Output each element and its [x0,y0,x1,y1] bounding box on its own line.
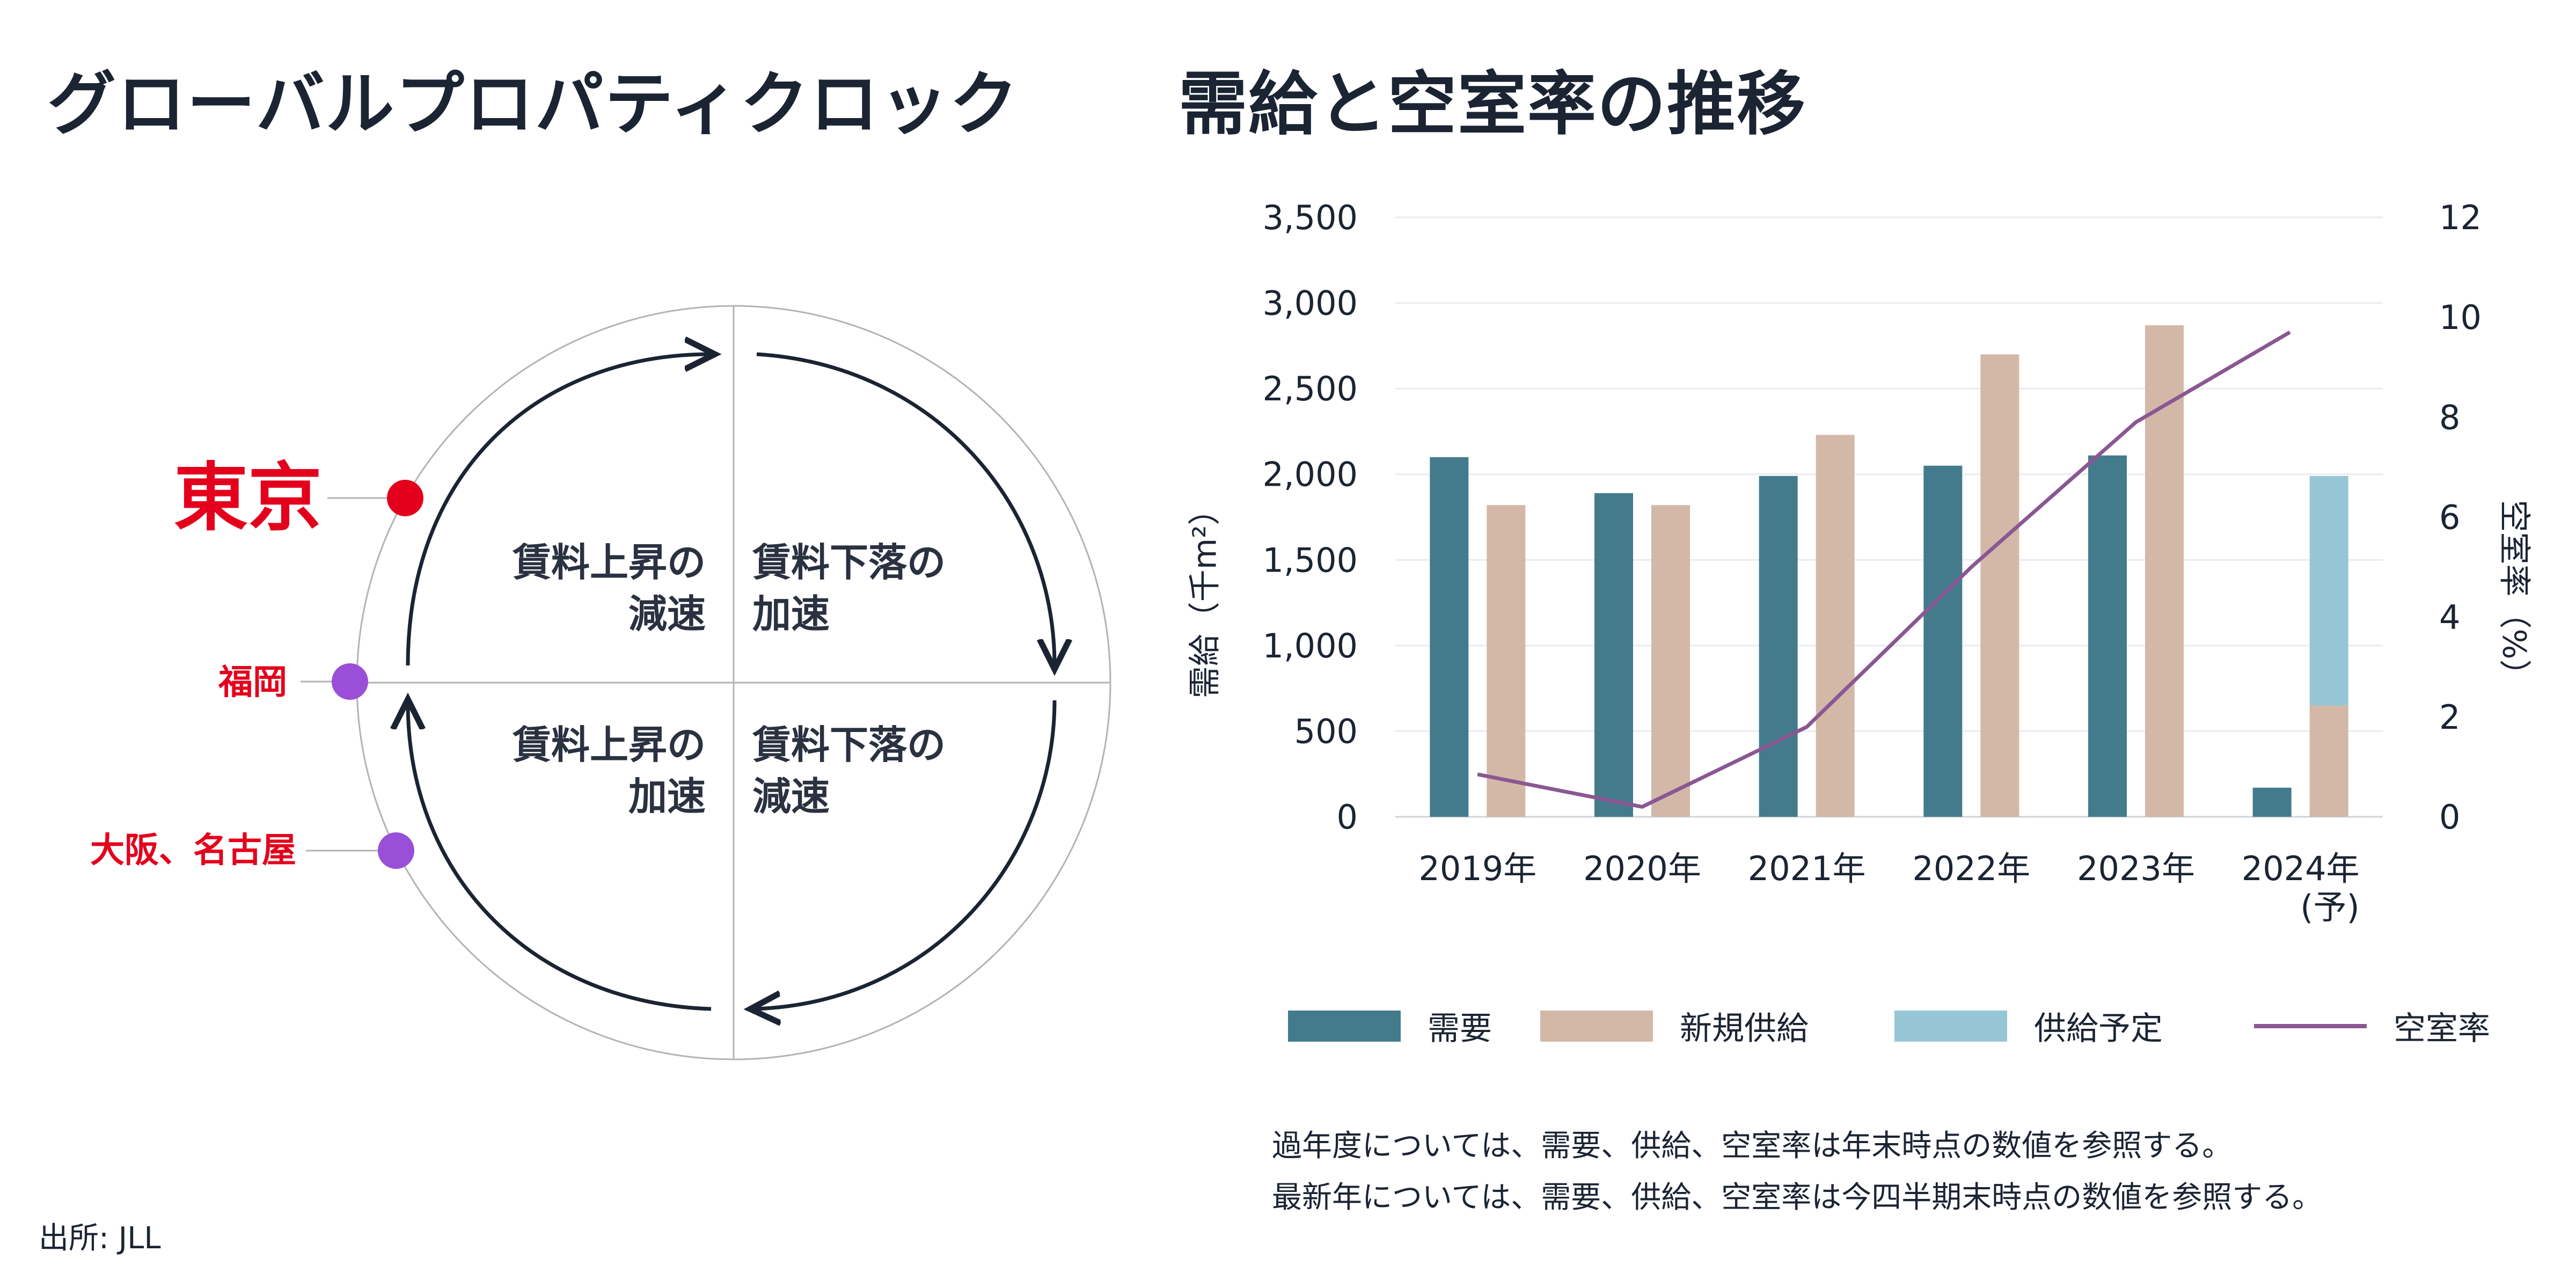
legend-label-demand: 需要 [1428,1010,1492,1048]
x-tick-label: (予) [2300,888,2359,927]
bar-demand [1594,493,1633,817]
vacancy-rate-point [1806,726,1807,728]
bar-demand [2252,787,2292,817]
bar-demand [1430,457,1469,817]
y2-tick-label: 10 [2439,298,2482,337]
y-tick-label: 2,000 [1263,455,1358,494]
city-dot-osaka-nagoya [378,832,414,869]
x-tick-label: 2020年 [1583,849,1701,888]
vacancy-rate-point [2135,421,2136,423]
bar-new-supply [2309,705,2348,817]
clock-arrow-top-right [756,352,1055,665]
quadrant-top-left-line2: 減速 [628,591,706,636]
y-tick-label: 1,500 [1263,540,1358,580]
x-tick-label: 2024年 [2242,849,2360,888]
y2-tick-label: 4 [2439,598,2460,637]
legend-label-vacancy: 空室率 [2394,1010,2490,1048]
y-tick-label: 0 [1337,797,1358,837]
legend-item-new-supply: 新規供給 [1540,1002,1809,1049]
bar-new-supply [1980,354,2019,817]
legend-swatch-vacancy [2254,1023,2367,1028]
property-clock [301,305,1111,1060]
quadrant-top-right-line1: 賃料下落の [752,540,946,585]
quadrant-top-right-label: 賃料下落の 加速 [752,537,946,640]
y2-axis-title: 空室率（%） [2495,500,2533,692]
quadrant-top-left-line1: 賃料上昇の [512,540,706,585]
y-tick-label: 2,500 [1263,369,1358,408]
chart-title: 需給と空室率の推移 [1179,64,1807,144]
city-dot-fukuoka [332,663,368,700]
clock-arrow-bottom-right [754,700,1057,1009]
clock-arrow-top-left [406,354,711,666]
y2-tick-label: 0 [2439,797,2460,837]
quadrant-bottom-left-line2: 加速 [628,774,706,819]
city-label-tokyo: 東京 [173,455,322,541]
city-label-osaka-nagoya: 大阪、名古屋 [90,831,296,870]
city-dot-tokyo [387,480,423,516]
y2-tick-label: 12 [2439,198,2482,237]
bar-new-supply [1816,435,1855,817]
y-tick-label: 1,000 [1263,626,1358,665]
city-label-fukuoka: 福岡 [218,663,287,702]
quadrant-bottom-right-line1: 賃料下落の [752,722,946,767]
quadrant-bottom-right-label: 賃料下落の 減速 [752,719,946,822]
y-tick-label: 3,000 [1263,284,1358,323]
vacancy-rate-point [1477,773,1479,775]
chart-note-1: 過年度については、需要、供給、空室率は年末時点の数値を参照する。 [1272,1129,2233,1163]
quadrant-top-left-label: 賃料上昇の 減速 [513,537,706,640]
legend-swatch-planned-supply [1894,1010,2007,1042]
x-tick-label: 2023年 [2077,849,2195,888]
legend-swatch-demand [1288,1010,1401,1042]
vacancy-rate-line [1477,331,2291,809]
clock-arrow-bottom-left [408,703,712,1011]
quadrant-bottom-left-label: 賃料上昇の 加速 [513,719,706,822]
y-tick-label: 500 [1294,712,1358,751]
vacancy-rate-point [1971,566,1972,568]
legend-swatch-new-supply [1540,1010,1653,1042]
bar-demand [1923,465,1963,817]
bar-new-supply [1487,505,1526,817]
chart-notes: 過年度については、需要、供給、空室率は年末時点の数値を参照する。 最新年について… [1272,1121,2322,1224]
legend-item-demand: 需要 [1288,1002,1492,1049]
source-note: 出所: JLL [39,1221,161,1256]
bar-new-supply [1651,505,1690,817]
y-axis-title: 需給（千m²） [1186,493,1224,699]
x-tick-label: 2021年 [1748,849,1866,888]
x-tick-label: 2019年 [1418,849,1536,888]
vacancy-rate-point [2289,332,2290,333]
legend-item-planned-supply: 供給予定 [1894,1002,2163,1049]
y2-tick-label: 2 [2439,698,2460,737]
bar-demand [1759,475,1798,817]
y-tick-label: 3,500 [1263,198,1358,237]
legend-item-vacancy: 空室率 [2254,1002,2490,1049]
y2-tick-label: 8 [2439,398,2460,437]
legend-label-new-supply: 新規供給 [1680,1010,1809,1048]
bar-planned-supply [2309,475,2348,706]
vacancy-rate-point [1642,806,1643,808]
legend-label-planned-supply: 供給予定 [2034,1010,2163,1048]
quadrant-bottom-left-line1: 賃料上昇の [512,722,706,767]
quadrant-top-right-line2: 加速 [752,591,830,636]
x-tick-label: 2022年 [1912,849,2030,888]
clock-title: グローバルプロパティクロック [47,64,1020,144]
y2-tick-label: 6 [2439,498,2460,537]
quadrant-bottom-right-line2: 減速 [752,774,830,819]
bar-demand [2088,455,2127,817]
chart-note-2: 最新年については、需要、供給、空室率は今四半期末時点の数値を参照する。 [1272,1180,2323,1215]
